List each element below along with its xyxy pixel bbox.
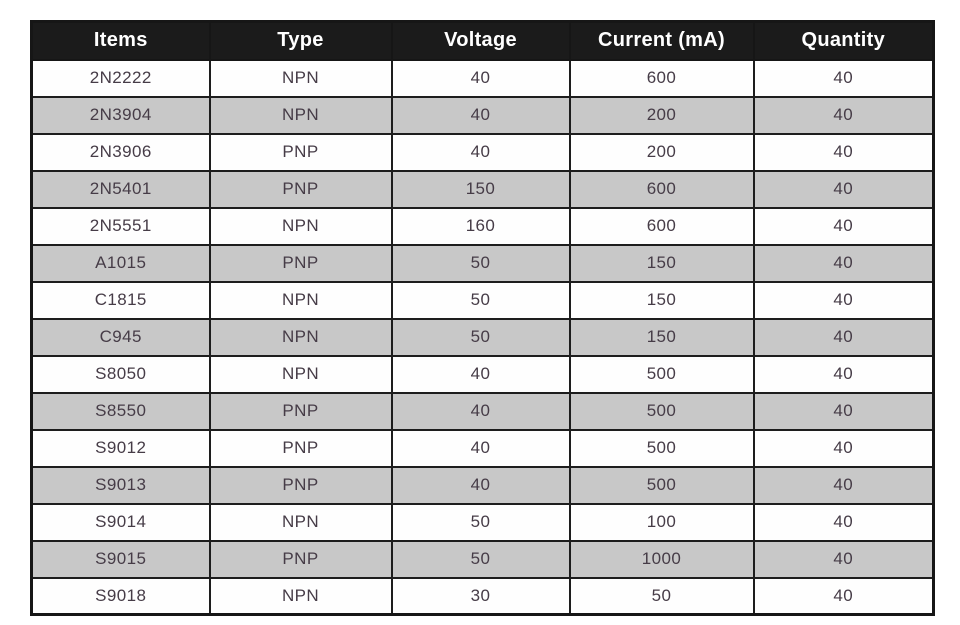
cell-voltage: 40: [390, 465, 571, 505]
cell-current: 150: [568, 317, 755, 357]
table-row: S9012 PNP 40 500 40: [30, 428, 935, 468]
header-quantity: Quantity: [752, 20, 935, 61]
table-row: 2N3906 PNP 40 200 40: [30, 132, 935, 172]
table-row: S8550 PNP 40 500 40: [30, 391, 935, 431]
cell-quantity: 40: [752, 243, 935, 283]
cell-current: 600: [568, 169, 755, 209]
cell-item: 2N3904: [30, 95, 211, 135]
cell-current: 200: [568, 95, 755, 135]
table-row: 2N3904 NPN 40 200 40: [30, 95, 935, 135]
cell-voltage: 50: [390, 280, 571, 320]
table-row: A1015 PNP 50 150 40: [30, 243, 935, 283]
cell-type: NPN: [208, 576, 393, 616]
cell-item: 2N2222: [30, 58, 211, 98]
cell-current: 500: [568, 391, 755, 431]
table-row: 2N5551 NPN 160 600 40: [30, 206, 935, 246]
cell-type: NPN: [208, 502, 393, 542]
cell-current: 150: [568, 280, 755, 320]
cell-item: S9012: [30, 428, 211, 468]
cell-voltage: 40: [390, 58, 571, 98]
cell-quantity: 40: [752, 95, 935, 135]
table-row: 2N2222 NPN 40 600 40: [30, 58, 935, 98]
cell-voltage: 50: [390, 317, 571, 357]
table-row: C945 NPN 50 150 40: [30, 317, 935, 357]
cell-item: S8550: [30, 391, 211, 431]
cell-item: S9014: [30, 502, 211, 542]
cell-current: 150: [568, 243, 755, 283]
cell-quantity: 40: [752, 354, 935, 394]
cell-current: 500: [568, 428, 755, 468]
cell-quantity: 40: [752, 465, 935, 505]
cell-current: 50: [568, 576, 755, 616]
cell-current: 600: [568, 58, 755, 98]
cell-voltage: 150: [390, 169, 571, 209]
cell-current: 500: [568, 354, 755, 394]
cell-item: C945: [30, 317, 211, 357]
cell-current: 200: [568, 132, 755, 172]
cell-voltage: 50: [390, 243, 571, 283]
cell-type: NPN: [208, 58, 393, 98]
cell-item: C1815: [30, 280, 211, 320]
cell-voltage: 30: [390, 576, 571, 616]
cell-type: PNP: [208, 169, 393, 209]
table-row: S9018 NPN 30 50 40: [30, 576, 935, 616]
cell-type: PNP: [208, 391, 393, 431]
header-items: Items: [30, 20, 211, 61]
cell-item: 2N3906: [30, 132, 211, 172]
cell-voltage: 50: [390, 502, 571, 542]
table-row: S9014 NPN 50 100 40: [30, 502, 935, 542]
cell-quantity: 40: [752, 58, 935, 98]
cell-voltage: 40: [390, 132, 571, 172]
cell-type: PNP: [208, 465, 393, 505]
table-row: S9013 PNP 40 500 40: [30, 465, 935, 505]
cell-quantity: 40: [752, 576, 935, 616]
cell-current: 100: [568, 502, 755, 542]
cell-type: NPN: [208, 95, 393, 135]
cell-item: 2N5551: [30, 206, 211, 246]
cell-type: NPN: [208, 317, 393, 357]
cell-item: S8050: [30, 354, 211, 394]
cell-voltage: 40: [390, 95, 571, 135]
cell-quantity: 40: [752, 169, 935, 209]
cell-item: S9013: [30, 465, 211, 505]
cell-quantity: 40: [752, 539, 935, 579]
cell-current: 500: [568, 465, 755, 505]
cell-current: 600: [568, 206, 755, 246]
cell-quantity: 40: [752, 206, 935, 246]
cell-quantity: 40: [752, 391, 935, 431]
cell-type: NPN: [208, 280, 393, 320]
cell-quantity: 40: [752, 428, 935, 468]
table-row: S8050 NPN 40 500 40: [30, 354, 935, 394]
cell-type: PNP: [208, 539, 393, 579]
cell-item: S9018: [30, 576, 211, 616]
cell-quantity: 40: [752, 280, 935, 320]
cell-quantity: 40: [752, 132, 935, 172]
table-row: S9015 PNP 50 1000 40: [30, 539, 935, 579]
cell-item: S9015: [30, 539, 211, 579]
cell-current: 1000: [568, 539, 755, 579]
header-type: Type: [208, 20, 393, 61]
cell-quantity: 40: [752, 502, 935, 542]
cell-type: PNP: [208, 132, 393, 172]
cell-item: 2N5401: [30, 169, 211, 209]
cell-voltage: 50: [390, 539, 571, 579]
cell-type: NPN: [208, 206, 393, 246]
cell-voltage: 160: [390, 206, 571, 246]
cell-type: PNP: [208, 243, 393, 283]
header-voltage: Voltage: [390, 20, 571, 61]
transistor-spec-table: Items Type Voltage Current (mA) Quantity…: [30, 20, 935, 616]
cell-type: NPN: [208, 354, 393, 394]
cell-type: PNP: [208, 428, 393, 468]
cell-voltage: 40: [390, 391, 571, 431]
table-row: C1815 NPN 50 150 40: [30, 280, 935, 320]
cell-quantity: 40: [752, 317, 935, 357]
cell-item: A1015: [30, 243, 211, 283]
header-current: Current (mA): [568, 20, 755, 61]
cell-voltage: 40: [390, 354, 571, 394]
table-row: 2N5401 PNP 150 600 40: [30, 169, 935, 209]
table-header-row: Items Type Voltage Current (mA) Quantity: [30, 20, 935, 61]
cell-voltage: 40: [390, 428, 571, 468]
